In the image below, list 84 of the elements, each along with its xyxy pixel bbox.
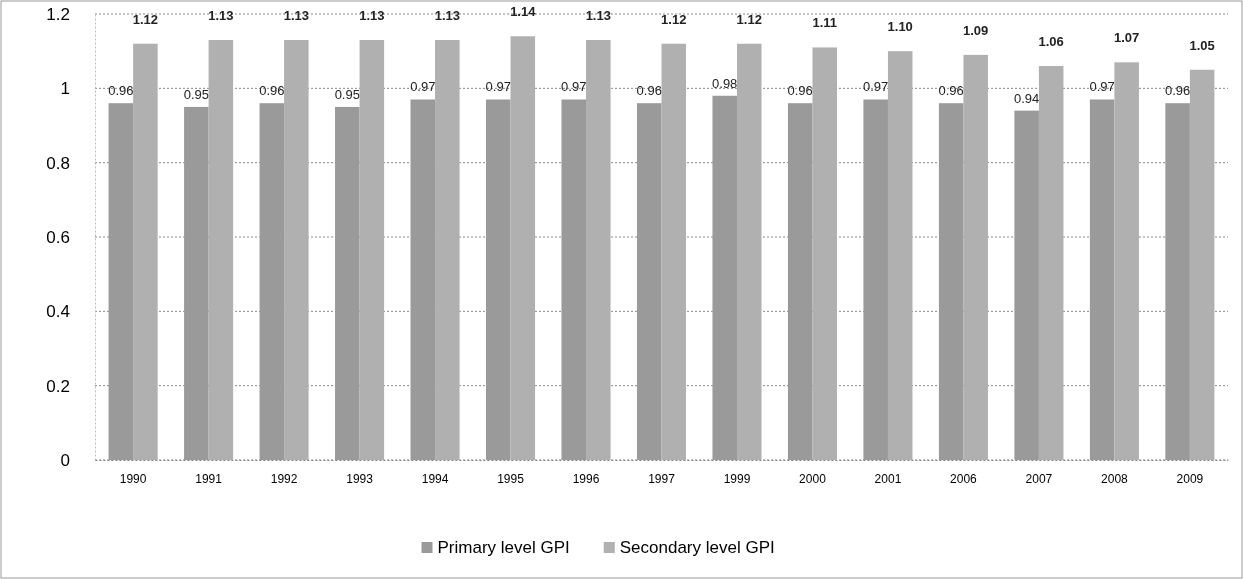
bar <box>1114 62 1139 460</box>
bar <box>636 103 662 460</box>
data-label: 1.13 <box>208 8 234 24</box>
data-label: 0.96 <box>1164 83 1191 99</box>
data-label: 0.95 <box>183 86 209 102</box>
data-label: 0.94 <box>1013 90 1040 106</box>
data-label: 0.97 <box>410 79 436 95</box>
data-label: 1.05 <box>1189 37 1215 53</box>
x-tick-label: 2006 <box>950 471 978 486</box>
bar <box>1089 99 1115 460</box>
bar <box>1014 110 1039 460</box>
bar <box>887 51 913 460</box>
data-label: 0.97 <box>485 79 511 95</box>
x-tick-label: 2009 <box>1176 471 1204 486</box>
bar <box>359 40 385 460</box>
bar <box>1038 66 1064 460</box>
data-label: 1.12 <box>661 11 687 27</box>
data-label: 1.13 <box>283 8 310 24</box>
x-tick-label: 1991 <box>195 471 223 486</box>
bar <box>133 43 158 460</box>
bar <box>736 43 762 460</box>
data-label: 0.96 <box>108 83 134 99</box>
x-tick-label: 2000 <box>799 471 827 486</box>
y-tick-label: 0 <box>60 450 70 470</box>
bar <box>335 106 360 460</box>
bar <box>963 54 988 460</box>
y-tick-label: 0.6 <box>46 227 70 247</box>
data-label: 1.12 <box>736 11 762 27</box>
data-label: 0.97 <box>1089 79 1115 95</box>
x-tick-label: 2008 <box>1101 471 1129 486</box>
bar <box>1189 69 1215 460</box>
data-label: 1.06 <box>1038 34 1064 50</box>
legend-label: Secondary level GPI <box>619 538 775 557</box>
y-tick-label: 1.2 <box>46 4 70 24</box>
data-label: 0.97 <box>561 79 587 95</box>
data-label: 1.07 <box>1114 30 1140 46</box>
data-label: 0.96 <box>787 83 813 99</box>
bar <box>108 103 134 460</box>
data-label: 0.96 <box>938 83 964 99</box>
x-tick-label: 1999 <box>723 471 751 486</box>
bar <box>510 36 536 460</box>
y-tick-label: 0.4 <box>46 302 70 322</box>
bar <box>661 43 687 460</box>
data-label: 1.10 <box>887 19 913 35</box>
x-tick-label: 1995 <box>497 471 525 486</box>
x-tick-label: 2001 <box>874 471 902 486</box>
x-tick-label: 1990 <box>119 471 147 486</box>
data-label: 0.98 <box>712 75 738 91</box>
data-label: 0.97 <box>863 79 889 95</box>
data-label: 0.96 <box>636 83 662 99</box>
x-tick-label: 1992 <box>270 471 298 486</box>
bar <box>1165 103 1190 460</box>
data-label: 0.96 <box>259 83 285 99</box>
bar <box>561 99 587 460</box>
bar <box>486 99 511 460</box>
legend-label: Primary level GPI <box>437 538 570 557</box>
y-tick-label: 0.8 <box>46 153 70 173</box>
data-label: 1.13 <box>434 8 460 24</box>
data-label: 0.95 <box>334 86 360 102</box>
y-tick-label: 0.2 <box>46 376 70 396</box>
bar <box>435 40 460 460</box>
y-tick-label: 1 <box>60 79 70 99</box>
data-label: 1.09 <box>963 22 989 38</box>
x-tick-label: 1997 <box>648 471 676 486</box>
bar <box>938 103 964 460</box>
x-tick-label: 1993 <box>346 471 374 486</box>
data-label: 1.14 <box>510 4 537 20</box>
x-tick-label: 1994 <box>421 471 449 486</box>
bar <box>208 40 234 460</box>
bar <box>259 103 285 460</box>
x-tick-label: 2007 <box>1025 471 1053 486</box>
data-label: 1.11 <box>812 15 838 31</box>
data-label: 1.12 <box>132 11 159 27</box>
bar <box>184 106 209 460</box>
bar <box>712 95 737 460</box>
bar <box>787 103 813 460</box>
bar <box>284 40 309 460</box>
bar <box>410 99 436 460</box>
bar <box>863 99 888 460</box>
bar <box>812 47 837 460</box>
data-label: 1.13 <box>359 8 385 24</box>
bar <box>586 40 611 460</box>
x-tick-label: 1996 <box>572 471 600 486</box>
data-label: 1.13 <box>585 8 611 24</box>
